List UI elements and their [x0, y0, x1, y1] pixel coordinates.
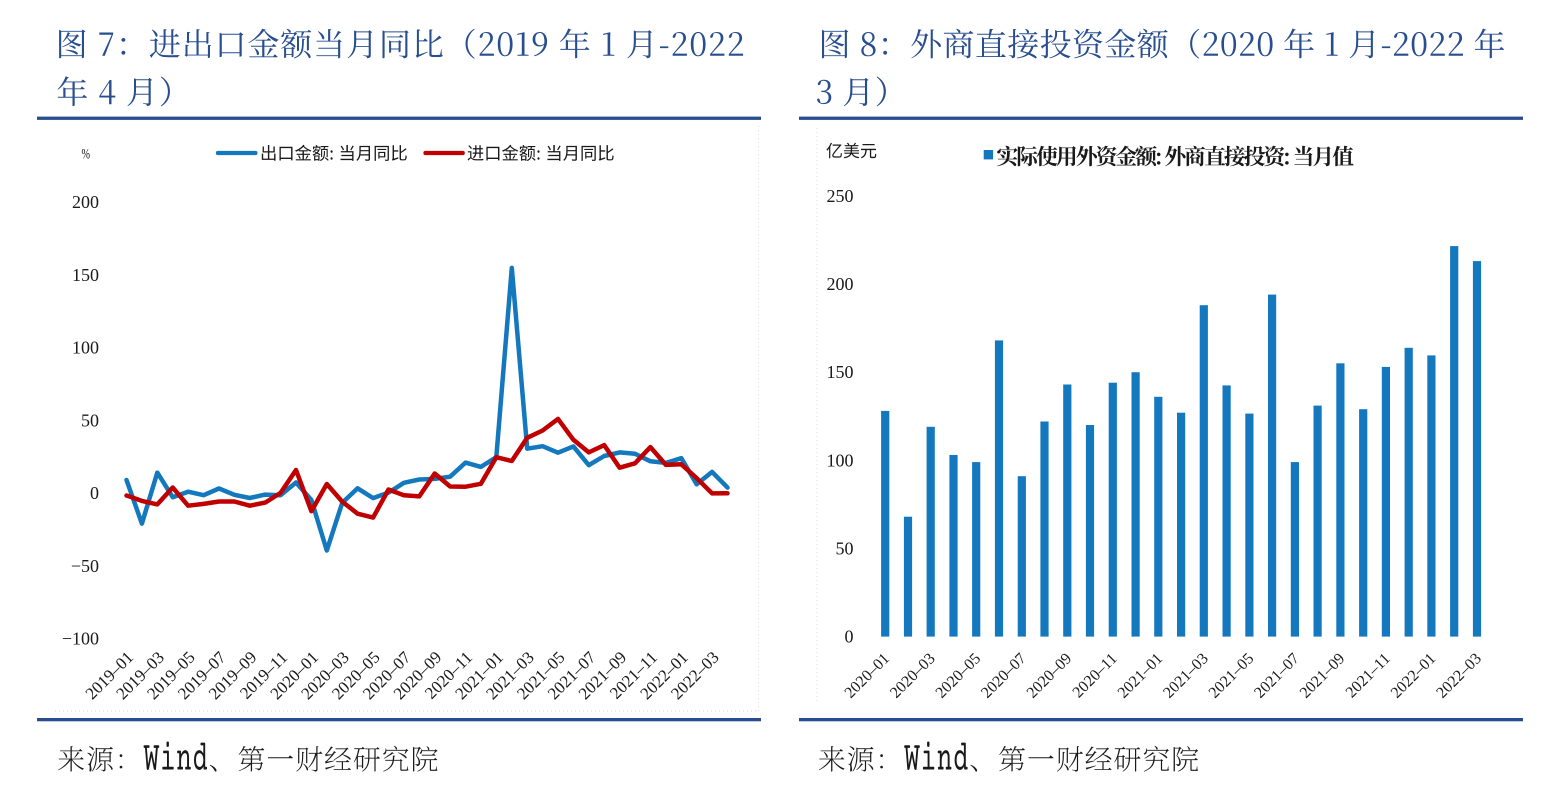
svg-text:0: 0	[90, 483, 99, 503]
svg-text:50: 50	[81, 410, 99, 430]
svg-text:2022–03: 2022–03	[1433, 650, 1485, 702]
svg-text:2020–03: 2020–03	[887, 650, 939, 702]
svg-text:150: 150	[827, 362, 854, 382]
svg-text:−100: −100	[62, 629, 99, 649]
svg-text:2021–11: 2021–11	[1343, 650, 1394, 701]
svg-text:2020–05: 2020–05	[933, 650, 985, 702]
svg-text:2021–05: 2021–05	[1206, 650, 1258, 702]
svg-text:0: 0	[845, 627, 854, 647]
svg-text:100: 100	[72, 338, 99, 358]
svg-text:200: 200	[827, 274, 854, 294]
svg-text:2021–07: 2021–07	[1251, 650, 1303, 702]
svg-text:%: %	[82, 147, 91, 163]
svg-text:100: 100	[827, 450, 854, 470]
svg-text:2020–07: 2020–07	[978, 650, 1030, 702]
svg-text:−50: −50	[71, 556, 99, 576]
svg-text:50: 50	[836, 539, 854, 559]
svg-text:2022–01: 2022–01	[1388, 650, 1440, 702]
svg-text:2020–11: 2020–11	[1070, 650, 1121, 701]
svg-text:2020–09: 2020–09	[1024, 650, 1076, 702]
svg-text:2021–03: 2021–03	[1160, 650, 1212, 702]
svg-text:2021–09: 2021–09	[1297, 650, 1349, 702]
svg-text:2020–01: 2020–01	[842, 650, 894, 702]
svg-text:150: 150	[72, 265, 99, 285]
svg-text:200: 200	[72, 192, 99, 212]
svg-text:250: 250	[827, 186, 854, 206]
svg-text:2021–01: 2021–01	[1115, 650, 1167, 702]
